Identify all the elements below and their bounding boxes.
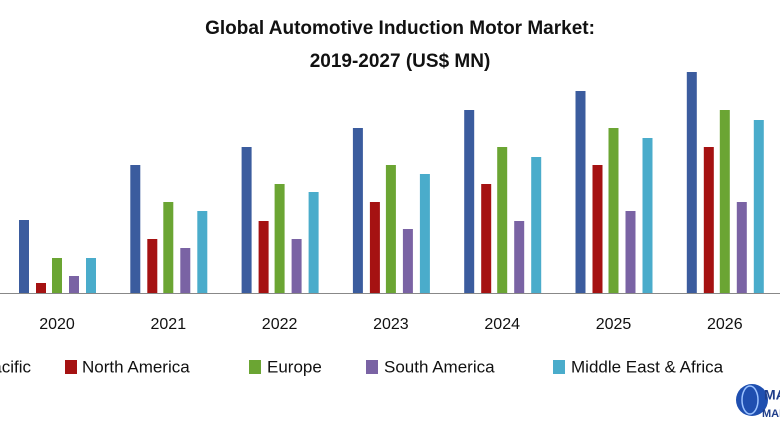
bar (180, 248, 191, 293)
bar (147, 239, 158, 293)
bar (69, 276, 79, 293)
bar (241, 147, 252, 293)
x-tick-label: 2023 (373, 316, 409, 333)
legend-swatch (553, 360, 565, 374)
bar (514, 221, 525, 293)
bar (608, 128, 619, 293)
legend-label: Europe (267, 357, 322, 376)
bar (625, 211, 636, 293)
bar (592, 165, 603, 293)
bar (642, 138, 653, 293)
chart-title: Global Automotive Induction Motor Market… (205, 18, 595, 39)
bar (575, 91, 586, 293)
legend-swatch (65, 360, 77, 374)
legend-swatch (249, 360, 261, 374)
bar (736, 202, 747, 293)
logo-text: MA (764, 387, 780, 403)
bar (481, 184, 492, 293)
bar (531, 157, 542, 293)
x-tick-label: 2020 (39, 316, 75, 333)
bar (464, 110, 475, 293)
x-tick-label: 2021 (151, 316, 187, 333)
bar (86, 258, 96, 293)
bar (197, 211, 208, 293)
bar (274, 184, 285, 293)
bar (163, 202, 174, 293)
logo-text: MAR (762, 408, 780, 420)
bar (402, 229, 413, 293)
legend-swatch (366, 360, 378, 374)
x-tick-label: 2026 (707, 316, 743, 333)
x-tick-label: 2022 (262, 316, 298, 333)
bar (291, 239, 302, 293)
bar (36, 283, 46, 293)
bar (686, 72, 697, 293)
logo-globe (741, 385, 759, 415)
bar (703, 147, 714, 293)
bar (130, 165, 141, 293)
chart-title: 2019-2027 (US$ MN) (310, 51, 491, 72)
x-tick-label: 2025 (596, 316, 632, 333)
bar (258, 221, 269, 293)
bar (308, 192, 319, 293)
bar (719, 110, 730, 293)
bar (52, 258, 62, 293)
bar (753, 120, 764, 293)
legend-label: Middle East & Africa (571, 357, 724, 376)
x-tick-label: 2024 (484, 316, 520, 333)
bar (19, 220, 29, 293)
bar (497, 147, 508, 293)
legend-label: South America (384, 357, 495, 376)
bar (419, 174, 430, 293)
bar (352, 128, 363, 293)
legend-label: North America (82, 357, 190, 376)
legend-label: Asia Pacific (0, 357, 31, 376)
bar (369, 202, 380, 293)
bar (385, 165, 396, 293)
